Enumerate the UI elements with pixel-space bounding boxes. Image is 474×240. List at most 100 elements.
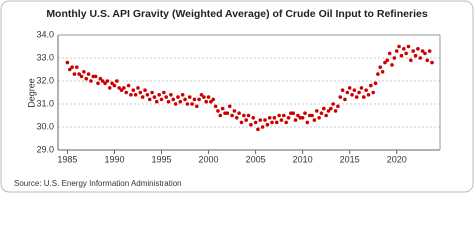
data-point <box>115 79 119 83</box>
data-point <box>185 102 190 106</box>
data-point <box>305 120 310 125</box>
data-point <box>211 97 216 102</box>
data-point <box>394 49 399 53</box>
x-tick-label: 1995 <box>151 154 171 164</box>
data-point <box>180 93 185 97</box>
data-point <box>82 70 86 74</box>
data-point <box>96 81 100 86</box>
data-point <box>143 88 147 92</box>
data-point <box>263 118 267 122</box>
data-point <box>409 58 413 63</box>
data-point <box>406 44 411 49</box>
data-point <box>72 72 77 76</box>
data-point <box>225 111 230 115</box>
data-point <box>274 120 279 125</box>
data-point <box>300 116 305 120</box>
data-point <box>126 83 131 88</box>
data-point <box>98 76 103 81</box>
data-point <box>70 65 74 69</box>
data-point <box>65 60 70 65</box>
data-point <box>267 116 272 120</box>
data-point <box>376 72 380 76</box>
data-point <box>169 93 173 97</box>
data-point <box>239 120 244 125</box>
x-tick-label: 2005 <box>246 154 266 164</box>
data-point <box>369 83 373 88</box>
data-point <box>359 86 364 90</box>
x-tick-label: 1990 <box>104 154 124 164</box>
data-point <box>385 58 390 63</box>
data-point <box>204 99 208 104</box>
data-point <box>258 118 263 122</box>
data-point <box>373 81 378 86</box>
data-point <box>86 72 91 76</box>
y-tick-label: 34.0 <box>36 29 54 39</box>
data-point <box>260 125 265 129</box>
data-point <box>413 53 418 58</box>
y-tick-label: 30.0 <box>36 121 54 131</box>
data-point <box>119 88 124 92</box>
data-point <box>347 86 352 90</box>
data-point <box>324 113 328 118</box>
data-point <box>246 113 251 118</box>
data-point <box>192 97 197 102</box>
data-point <box>159 97 164 102</box>
data-point <box>103 81 107 86</box>
data-point <box>425 58 430 63</box>
data-point <box>366 93 371 97</box>
data-point <box>383 60 387 65</box>
data-point <box>293 118 298 122</box>
data-point <box>352 88 357 92</box>
y-tick-label: 32.0 <box>36 75 54 85</box>
data-point <box>319 111 324 115</box>
data-point <box>202 95 206 99</box>
data-point <box>105 79 110 83</box>
data-point <box>296 113 300 118</box>
data-point <box>272 116 277 120</box>
data-point <box>75 65 79 69</box>
data-point <box>136 86 140 90</box>
x-tick-label: 2000 <box>199 154 219 164</box>
data-point <box>171 97 176 102</box>
data-point <box>154 99 159 104</box>
data-point <box>67 67 72 72</box>
data-point <box>251 116 256 120</box>
data-point <box>237 111 241 115</box>
data-point <box>152 95 157 99</box>
data-point <box>312 118 317 122</box>
data-point <box>411 49 415 53</box>
data-point <box>279 118 284 122</box>
data-point <box>145 93 150 97</box>
data-point <box>354 95 359 99</box>
data-point <box>253 120 258 125</box>
data-point <box>173 102 178 106</box>
data-point <box>77 72 81 76</box>
data-point <box>157 93 161 97</box>
data-point <box>209 99 213 104</box>
data-point <box>418 56 423 60</box>
data-point <box>404 51 408 56</box>
data-point <box>314 109 319 113</box>
data-point <box>380 70 385 74</box>
data-point <box>340 88 345 92</box>
data-point <box>427 49 432 53</box>
y-tick-label: 31.0 <box>36 98 54 108</box>
data-point <box>329 106 333 111</box>
data-point <box>416 47 420 51</box>
data-point <box>423 51 427 56</box>
data-point <box>420 49 425 53</box>
data-point <box>218 113 223 118</box>
data-point <box>133 93 138 97</box>
data-point <box>277 113 281 118</box>
chart: Monthly U.S. API Gravity (Weighted Avera… <box>0 0 474 193</box>
data-point <box>164 95 169 99</box>
data-point <box>220 106 225 111</box>
data-point <box>131 88 136 92</box>
data-point <box>147 97 152 102</box>
data-point <box>176 95 180 99</box>
data-point <box>371 90 375 95</box>
data-point <box>397 44 401 49</box>
data-point <box>270 120 274 125</box>
data-point <box>322 106 326 111</box>
data-point <box>265 122 270 127</box>
